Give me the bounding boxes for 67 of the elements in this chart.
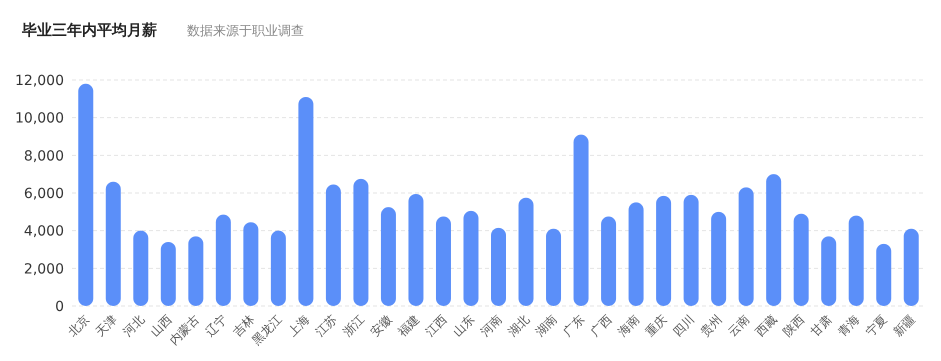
x-tick-label: 海南 (615, 312, 642, 340)
x-tick-label: 重庆 (642, 312, 670, 340)
bar (106, 182, 121, 306)
x-tick-label: 江西 (422, 312, 450, 340)
bar (298, 96, 314, 306)
bar (491, 228, 506, 306)
x-tick-label: 西藏 (752, 312, 780, 340)
x-tick-label: 辽宁 (202, 312, 230, 340)
x-tick-label: 湖北 (505, 312, 532, 340)
bar (353, 178, 368, 306)
y-tick-label: 8,000 (24, 148, 64, 164)
bar (270, 230, 286, 306)
x-tick-label: 湖南 (532, 312, 560, 340)
bar (711, 212, 726, 306)
bar (601, 216, 616, 306)
x-tick-label: 贵州 (698, 312, 725, 340)
x-tick-label: 北京 (65, 312, 92, 340)
bar (380, 207, 396, 306)
x-tick-label: 陕西 (780, 312, 808, 340)
bar (656, 196, 672, 306)
bar (684, 194, 699, 306)
bar (546, 228, 562, 306)
x-tick-label: 上海 (285, 312, 312, 340)
bar (628, 202, 644, 306)
y-tick-label: 4,000 (24, 224, 64, 240)
x-tick-label: 四川 (670, 312, 698, 340)
x-tick-label: 青海 (835, 312, 862, 340)
y-tick-label: 6,000 (24, 186, 64, 202)
x-tick-label: 新疆 (890, 312, 918, 340)
chart-title: 毕业三年内平均月薪 (21, 21, 157, 39)
bar (738, 187, 754, 306)
bar (133, 230, 148, 306)
x-tick-label: 河南 (478, 312, 505, 340)
x-tick-label: 山东 (450, 312, 478, 340)
bar (326, 184, 341, 306)
bar (160, 242, 176, 306)
bar (216, 214, 231, 306)
y-tick-label: 0 (55, 299, 64, 315)
bar (188, 236, 204, 306)
x-tick-label: 福建 (395, 312, 422, 340)
x-tick-label: 甘肃 (808, 312, 835, 340)
x-tick-label: 广东 (560, 312, 588, 340)
bar (574, 134, 589, 306)
bar (436, 216, 451, 306)
bar (876, 244, 892, 306)
bar (408, 194, 424, 306)
y-tick-label: 10,000 (15, 110, 64, 127)
x-tick-label: 江苏 (312, 312, 340, 340)
bar (848, 216, 864, 306)
bar (821, 236, 836, 306)
x-tick-label: 天津 (92, 312, 120, 340)
x-tick-label: 浙江 (340, 312, 368, 340)
x-tick-label: 广西 (588, 312, 615, 340)
bar (78, 84, 94, 306)
x-tick-label: 安徽 (368, 312, 395, 340)
x-tick-label: 云南 (725, 312, 752, 340)
bar (904, 228, 919, 306)
x-tick-label: 河北 (120, 312, 147, 340)
y-tick-label: 12,000 (15, 73, 64, 89)
y-tick-label: 2,000 (24, 261, 64, 278)
bar (463, 210, 478, 306)
bar (518, 198, 534, 306)
bar (766, 174, 782, 306)
bar (794, 214, 809, 306)
x-tick-label: 宁夏 (862, 312, 890, 340)
bar (243, 222, 258, 306)
chart-subtitle: 数据来源于职业调查 (187, 24, 304, 39)
